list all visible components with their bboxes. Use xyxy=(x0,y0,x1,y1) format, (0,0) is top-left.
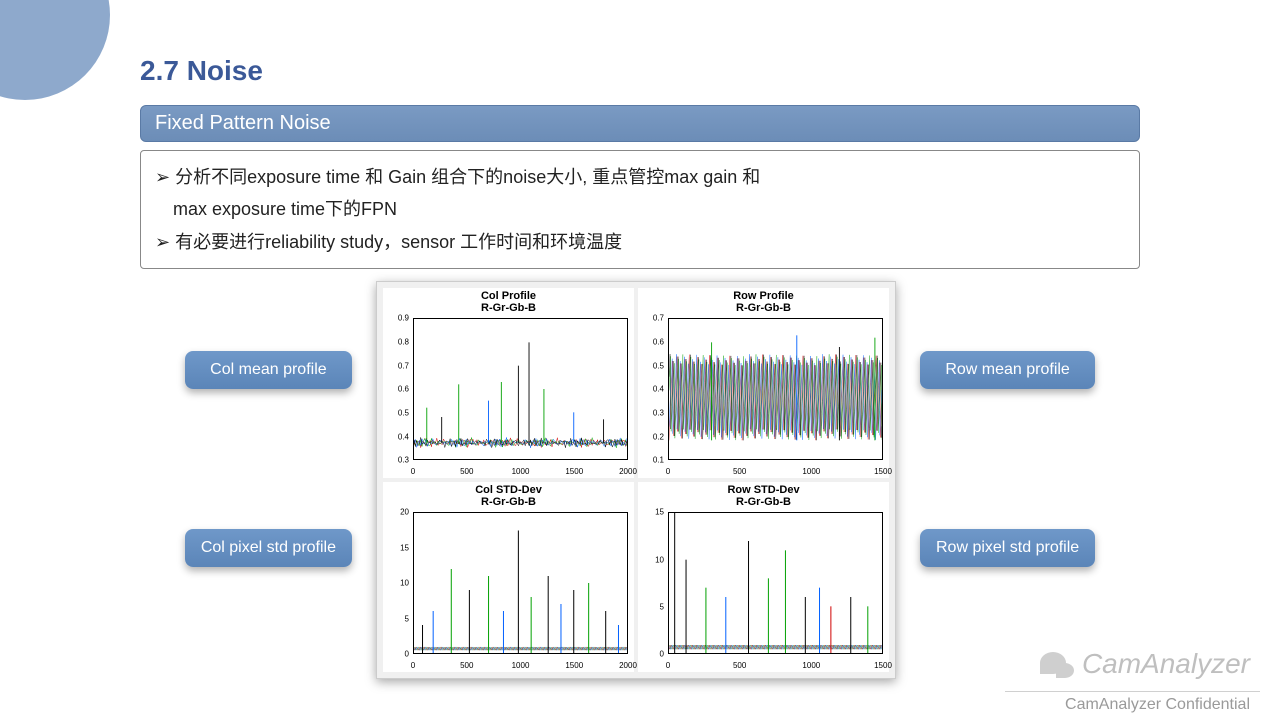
label-row-mean: Row mean profile xyxy=(920,351,1095,389)
chart-col-std: Col STD-DevR-Gr-Gb-B05101520050010001500… xyxy=(383,482,634,672)
description-box: ➢ 分析不同exposure time 和 Gain 组合下的noise大小, … xyxy=(140,150,1140,269)
bullet-2: ➢ 有必要进行reliability study，sensor 工作时间和环境温… xyxy=(155,226,1125,258)
label-row-std: Row pixel std profile xyxy=(920,529,1095,567)
chart-col-profile: Col ProfileR-Gr-Gb-B0.30.40.50.60.70.80.… xyxy=(383,288,634,478)
watermark-text: CamAnalyzer xyxy=(1082,648,1250,680)
bullet-1-line-1: 分析不同exposure time 和 Gain 组合下的noise大小, 重点… xyxy=(175,167,760,187)
page-title: 2.7 Noise xyxy=(140,55,1140,87)
label-col-mean: Col mean profile xyxy=(185,351,352,389)
bullet-1: ➢ 分析不同exposure time 和 Gain 组合下的noise大小, … xyxy=(155,161,1125,193)
bullet-marker: ➢ xyxy=(155,232,170,252)
left-labels-column: Col mean profile Col pixel std profile xyxy=(185,281,352,567)
bullet-1-line-2: max exposure time下的FPN xyxy=(155,193,1125,225)
bullet-marker: ➢ xyxy=(155,167,170,187)
chart-grid-panel: Col ProfileR-Gr-Gb-B0.30.40.50.60.70.80.… xyxy=(376,281,896,679)
footer-confidential: CamAnalyzer Confidential xyxy=(1005,691,1260,714)
bullet-2-text: 有必要进行reliability study，sensor 工作时间和环境温度 xyxy=(175,232,622,252)
chart-row-std: Row STD-DevR-Gr-Gb-B051015050010001500 xyxy=(638,482,889,672)
watermark: CamAnalyzer xyxy=(1040,648,1250,680)
chat-bubble-icon xyxy=(1040,650,1074,678)
right-labels-column: Row mean profile Row pixel std profile xyxy=(920,281,1095,567)
label-col-std: Col pixel std profile xyxy=(185,529,352,567)
section-subtitle: Fixed Pattern Noise xyxy=(140,105,1140,142)
chart-row-profile: Row ProfileR-Gr-Gb-B0.10.20.30.40.50.60.… xyxy=(638,288,889,478)
